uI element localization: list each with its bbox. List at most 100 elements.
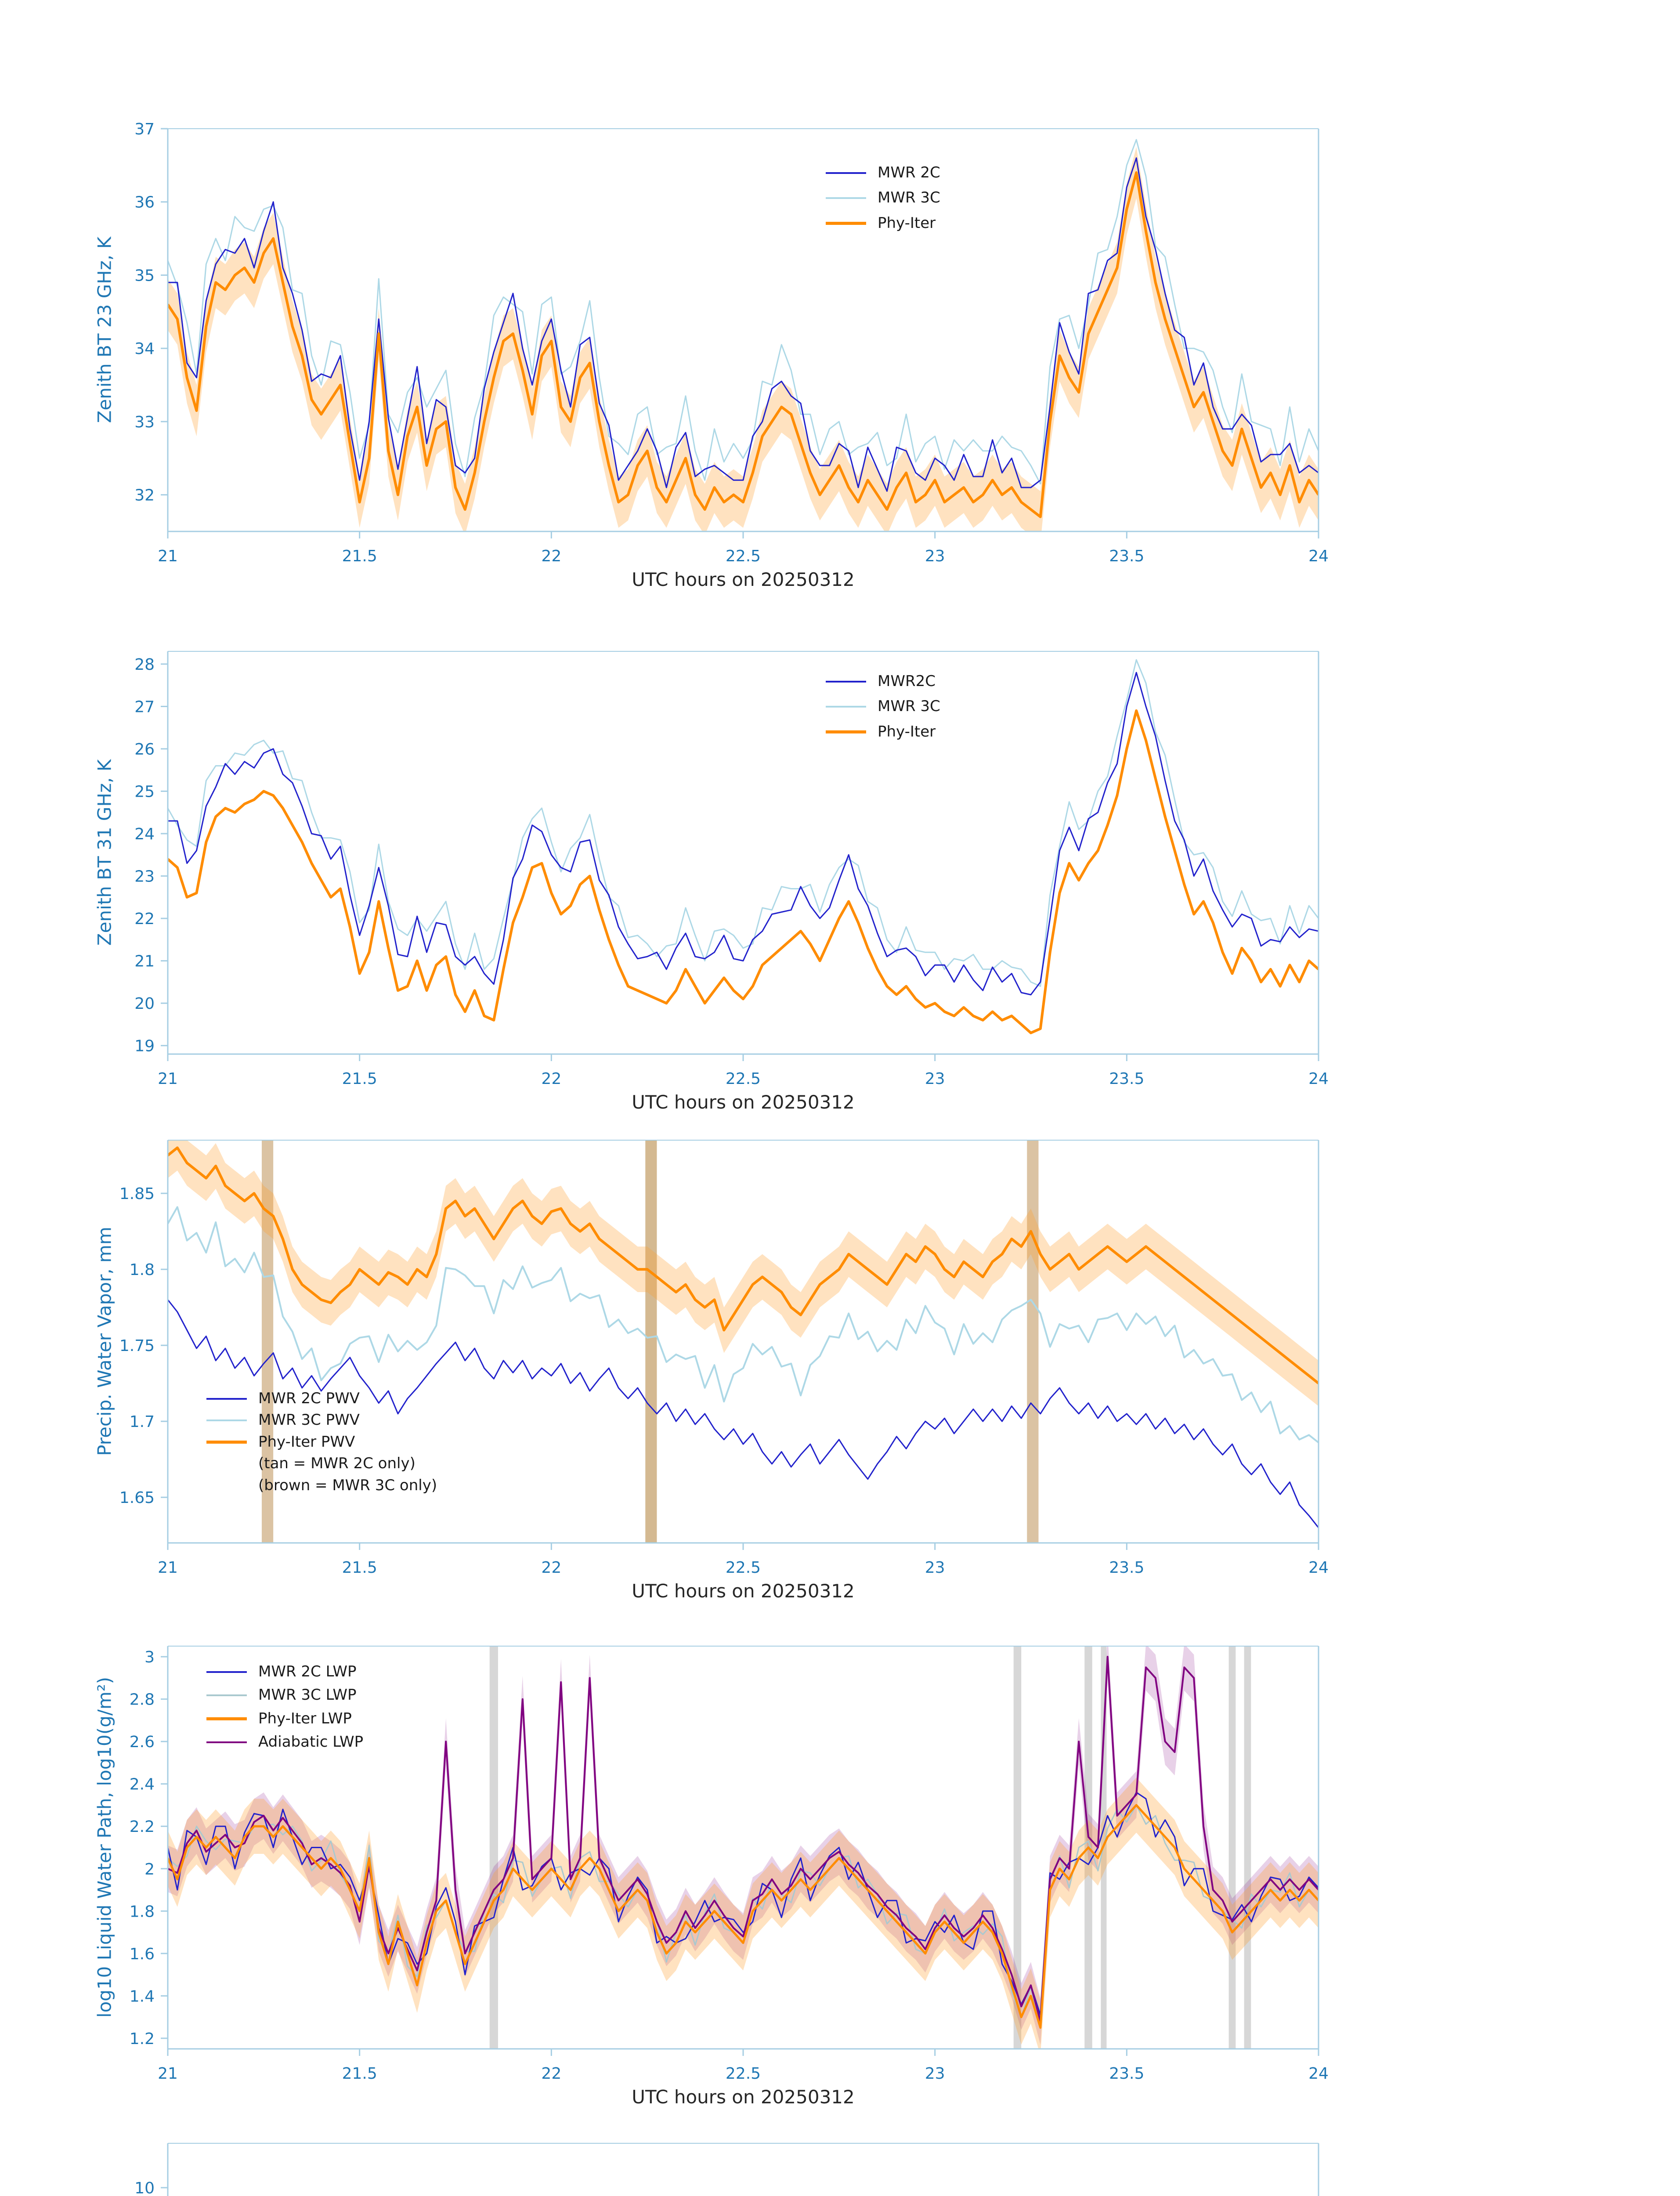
legend-label: Adiabatic LWP [258,1733,364,1751]
plot-area-pwv: 1.65 1.7 1.75 1.8 1.85 21 21.5 22 22.5 23 23.5 24 [119,1140,1329,1577]
legend-label: Phy-Iter LWP [258,1709,352,1727]
legend-bt31: MWR2C MWR 3C Phy-Iter [826,673,940,740]
x-tick-label: 22 [541,547,561,565]
chart-zenith-bt31: 19 20 21 22 23 24 25 26 27 28 21 21.5 22 22.5 23 23.5 24… [0,638,1680,1143]
series-mwr-3c [168,139,1319,485]
chart-lwp: 1.2 1.4 1.6 1.8 2 2.2 2.4 2.6 2.8 3 21 21.5 22 22.5 23… [0,1633,1680,2138]
series-phy-iter [168,171,1319,518]
series-mwr-2c [168,672,1319,996]
x-tick-label: 23 [925,1559,945,1577]
y-tick-label: 1.8 [130,1903,155,1921]
legend-item: MWR 2C [826,164,940,181]
legend-label: Phy-Iter [878,722,936,740]
legend-item: MWR 3C [826,189,940,207]
uncertainty-band-adiabatic-lwp [168,1646,1319,2045]
x-axis-title: UTC hours on 20250312 [632,1091,855,1113]
highlight-vband [1244,1646,1251,2049]
chart-pwv: 1.65 1.7 1.75 1.8 1.85 21 21.5 22 22.5 23 23.5 24 P… [0,1127,1680,1632]
series-phy-iter-lwp [168,1804,1319,2029]
x-tick-label: 21.5 [342,1070,377,1088]
legend-note-brown: (brown = MWR 3C only) [206,1477,437,1494]
legend-label: MWR 3C LWP [258,1686,357,1704]
legend-swatch-phy-iter [826,730,866,733]
y-tick-label: 1.85 [119,1185,155,1203]
x-tick-label: 24 [1308,1559,1329,1577]
y-tick-label: 33 [134,413,155,431]
x-tick-label: 22.5 [726,1070,761,1088]
x-tick-label: 21 [158,547,178,565]
legend-item: Phy-Iter [826,722,940,740]
series-mwr-2c-pwv [168,1299,1319,1528]
y-tick-label: 1.6 [130,1945,155,1963]
x-tick-label: 23.5 [1109,2065,1144,2083]
series-mwr-3c [168,659,1319,987]
y-tick-label: 19 [134,1037,155,1055]
y-axis-title: Zenith BT 31 GHz, K [94,759,116,946]
leg-item: MWR 3C LWP [206,1687,363,1703]
y-tick-label: 36 [134,194,155,212]
legend-label: MWR 3C [878,697,940,715]
y-axis-title: log10 Liquid Water Path, log10(g/m²) [94,1676,116,2018]
y-tick-label: 26 [134,740,155,758]
legend-item: MWR 2C LWP [206,1663,363,1680]
x-tick-label: 22 [541,1070,561,1088]
highlight-vband [1013,1646,1022,2049]
x-axis-title: UTC hours on 20250312 [632,569,855,590]
plot-area-bt31: 19 20 21 22 23 24 25 26 27 28 21 21.5 22 22.5 23 23.5 24 [134,651,1329,1088]
legend-label: MWR2C [878,672,936,690]
legend-swatch-mwr2c-pwv [206,1398,247,1400]
plot-layer [168,659,1319,1034]
y-tick-label: 10 [134,2179,155,2196]
plot-area-bt23: 32 33 34 35 36 37 21 21.5 22 22.5 23 23.5 24 [134,120,1329,565]
legend-swatch-adiabatic-lwp [206,1741,247,1743]
y-tick-label: 2.6 [130,1733,155,1751]
legend-swatch-mwr3c [826,706,866,708]
y-axis-title: Precip. Water Vapor, mm [94,1227,116,1456]
highlight-vband [489,1646,498,2049]
y-tick-label: 22 [134,910,155,928]
x-tick-label: 24 [1308,547,1329,565]
highlight-vband [1228,1646,1236,2049]
y-tick-label: 34 [134,340,155,358]
y-tick-label: 24 [134,825,155,843]
axes-spines [161,2143,1319,2196]
legend-lwp: MWR 2C LWP MWR 3C LWP Phy-Iter LWP Adiab… [206,1663,364,1751]
y-tick-label: 1.65 [119,1489,155,1507]
y-tick-label: 1.8 [130,1261,155,1279]
axes-spines [161,651,1319,1061]
y-tick-label: 1.7 [130,1413,155,1431]
legend-label: MWR 3C [878,189,940,207]
series-mwr-3c-pwv [168,1206,1319,1444]
plot-layer [168,1140,1319,1543]
legend-swatch-phy-iter-lwp [206,1717,247,1720]
legend-swatch-mwr2c [826,680,866,683]
legend-label: (brown = MWR 3C only) [258,1476,437,1494]
y-tick-label: 25 [134,783,155,801]
y-tick-label: 32 [134,487,155,505]
legend-item: MWR 3C [826,698,940,715]
legend-pwv: MWR 2C PWV MWR 3C PWV Phy-Iter PWV (tan … [206,1390,437,1494]
highlight-vband [1027,1140,1039,1543]
y-tick-label: 1.4 [130,1987,155,2005]
y-tick-label: 28 [134,656,155,674]
y-tick-label: 21 [134,953,155,971]
legend-swatch-mwr3c-lwp [206,1694,247,1697]
legend-item: Phy-Iter LWP [206,1709,363,1727]
chart-zenith-bt23: 32 33 34 35 36 37 21 21.5 22 22.5 23 23.5 24 Zenith … [0,116,1680,621]
axes-spines [161,1646,1319,2056]
x-tick-label: 22.5 [726,547,761,565]
x-tick-label: 22 [541,1559,561,1577]
y-axis-title: Zenith BT 23 GHz, K [94,236,116,423]
x-tick-label: 21 [158,1070,178,1088]
x-tick-label: 23 [925,1070,945,1088]
y-tick-label: 20 [134,995,155,1013]
highlight-vband [645,1140,657,1543]
y-tick-label: 2.4 [130,1776,155,1794]
x-axis-title: UTC hours on 20250312 [632,1580,855,1602]
series-adiabatic-lwp [168,1656,1319,2023]
y-tick-label: 1.2 [130,2030,155,2048]
x-tick-label: 23.5 [1109,547,1144,565]
y-tick-label: 2.8 [130,1691,155,1709]
legend-item: MWR2C [826,673,940,690]
legend-label: MWR 2C PWV [258,1390,360,1407]
